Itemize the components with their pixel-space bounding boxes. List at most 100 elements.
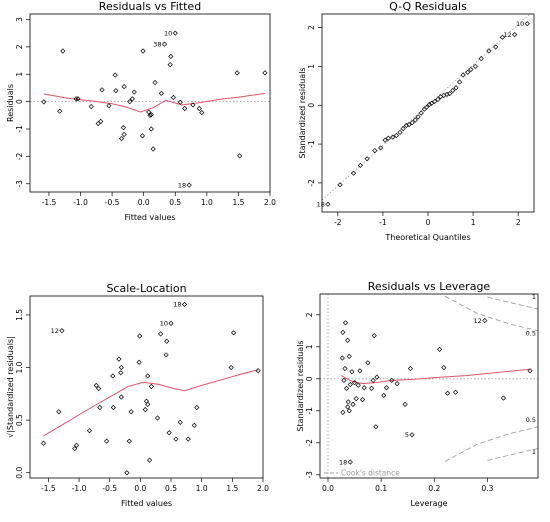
data-point (424, 104, 430, 110)
data-point (118, 364, 124, 371)
data-point (468, 66, 474, 73)
x-tick-label: 0.1 (375, 484, 387, 493)
data-point (426, 101, 432, 108)
data-point (99, 87, 105, 93)
data-point (456, 79, 463, 85)
data-point (98, 118, 104, 124)
data-point (186, 182, 192, 188)
point-annotation: 10 (164, 29, 172, 37)
data-point (124, 470, 130, 476)
data-point (397, 129, 403, 136)
x-axis-label: Fitted values (124, 213, 175, 222)
data-point (393, 132, 400, 139)
data-point (170, 94, 176, 101)
x-tick-label: -1.5 (42, 198, 57, 207)
data-point (347, 381, 353, 388)
data-point (441, 365, 447, 371)
data-point (385, 135, 391, 141)
data-point (345, 404, 351, 410)
data-point (177, 99, 183, 105)
data-point (341, 377, 347, 383)
x-tick-label: 0.0 (138, 198, 150, 207)
x-tick-label: 0.3 (482, 484, 494, 493)
data-point (185, 436, 191, 442)
data-point (96, 385, 102, 392)
data-point (228, 364, 234, 371)
data-point (118, 394, 124, 400)
data-point (372, 148, 378, 154)
cooks-distance-contour (487, 296, 538, 310)
data-point (148, 112, 154, 118)
data-point (168, 320, 174, 326)
y-tick-label: 1.5 (15, 309, 24, 321)
x-tick-label: -1.5 (41, 484, 56, 493)
data-point (237, 153, 243, 159)
data-point (131, 89, 137, 95)
smooth-line (341, 368, 531, 385)
x-tick-label: -1.0 (73, 198, 88, 207)
chart-title: Residuals vs Leverage (368, 280, 491, 293)
data-point (72, 445, 78, 452)
data-point (129, 96, 135, 102)
chart-title: Q-Q Residuals (389, 0, 467, 13)
data-point (181, 301, 188, 308)
data-point (182, 105, 188, 112)
data-point (435, 96, 441, 103)
data-point (88, 103, 94, 110)
data-point (173, 436, 179, 442)
plot-frame (29, 13, 271, 193)
cooks-distance-contour (487, 448, 538, 461)
data-point (199, 109, 205, 116)
cooks-distance-contour (444, 295, 538, 332)
x-tick-label: 0.5 (165, 484, 177, 493)
data-point (167, 62, 173, 68)
data-point (57, 108, 63, 114)
data-point (142, 407, 148, 413)
y-tick-label: 0.5 (15, 414, 24, 426)
data-point (478, 56, 484, 62)
y-tick-label: -2 (305, 439, 314, 447)
y-tick-label: 1.0 (15, 361, 24, 373)
data-point (93, 382, 99, 389)
data-point (447, 90, 453, 97)
data-point (527, 368, 533, 374)
x-axis-label: Theoretical Quantiles (384, 233, 470, 242)
point-annotation: 38 (153, 40, 161, 48)
data-point (139, 133, 146, 139)
data-point (158, 90, 164, 97)
data-point (75, 96, 81, 102)
y-tick-label: 0.0 (15, 467, 24, 479)
data-point (402, 401, 408, 407)
data-point (342, 320, 349, 326)
plot-area (322, 14, 531, 207)
data-point (346, 408, 352, 414)
data-point (359, 397, 366, 403)
x-tick-label: -1.0 (72, 484, 87, 493)
smooth-line (43, 369, 259, 437)
data-point (407, 365, 413, 372)
data-point (465, 69, 471, 75)
data-point (371, 333, 377, 339)
data-point (350, 401, 356, 407)
point-annotation: 18 (317, 201, 325, 209)
x-tick-label: 1 (471, 218, 476, 227)
data-point (460, 72, 466, 78)
plot-frame (321, 13, 535, 213)
data-point (400, 125, 406, 132)
cooks-contour-label: 0.5 (526, 416, 536, 424)
data-point (146, 457, 153, 463)
data-point (110, 373, 116, 379)
x-tick-label: 1.5 (226, 484, 238, 493)
cooks-distance-contour (444, 426, 538, 462)
data-point (374, 374, 380, 380)
x-tick-label: 0.0 (322, 484, 334, 493)
x-tick-label: 0 (426, 218, 431, 227)
data-point (450, 87, 456, 94)
data-point (191, 422, 197, 428)
data-point (168, 53, 174, 60)
data-point (500, 395, 507, 401)
data-point (472, 63, 478, 70)
data-point (73, 96, 79, 102)
y-tick-label: 2 (307, 25, 316, 30)
